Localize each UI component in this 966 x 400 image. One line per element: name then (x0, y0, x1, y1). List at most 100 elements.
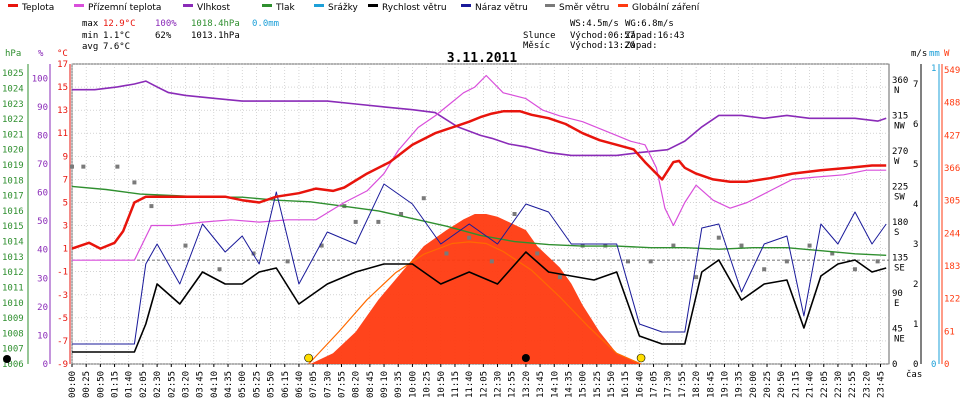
unit-pressure: hPa (5, 49, 21, 59)
direction-point-32 (830, 251, 835, 256)
direction-label-6: W (894, 157, 900, 167)
legend-swatch-7 (545, 4, 555, 7)
x-tick-48: 20:00 (749, 371, 759, 398)
unit-wind: m/s (911, 49, 927, 59)
pressure-tick-3: 1009 (2, 314, 24, 324)
wind-tick-6: 6 (913, 120, 918, 130)
x-tick-45: 18:45 (706, 371, 716, 398)
x-tick-32: 13:20 (522, 371, 532, 398)
direction-tick-1: 45 (892, 324, 903, 334)
x-tick-12: 05:00 (238, 371, 248, 398)
x-tick-50: 20:50 (777, 371, 787, 398)
legend-swatch-0 (8, 4, 18, 7)
x-tick-51: 21:15 (791, 371, 801, 398)
direction-point-8 (285, 259, 290, 264)
x-tick-40: 16:40 (635, 371, 645, 398)
moon-phase-marker (3, 355, 11, 363)
pressure-tick-0: 1006 (2, 360, 24, 370)
moon-rise: Východ:13:20 (570, 41, 635, 51)
temperature-tick-7: 5 (63, 198, 68, 208)
humidity-tick-3: 30 (37, 274, 48, 284)
pressure-tick-15: 1021 (2, 130, 24, 140)
moonrise-marker (521, 354, 530, 362)
temperature-tick-6: 3 (63, 222, 68, 232)
legend-swatch-5 (368, 4, 378, 7)
x-tick-18: 07:30 (323, 371, 333, 398)
humidity-tick-1: 10 (37, 331, 48, 341)
radiation-tick-8: 488 (944, 99, 960, 109)
direction-label-5: SW (894, 192, 905, 202)
direction-tick-7: 315 (892, 111, 908, 121)
stat-min-hum: 62% (155, 31, 172, 41)
sun-rise: Východ:06:57 (570, 31, 635, 41)
stat-max-hum: 100% (155, 19, 177, 29)
plot-area (3, 74, 887, 365)
direction-point-9 (319, 243, 324, 248)
x-tick-21: 08:45 (366, 371, 376, 398)
x-tick-8: 03:20 (181, 371, 191, 398)
direction-point-27 (716, 235, 721, 240)
sunrise-marker (304, 353, 313, 363)
pressure-tick-5: 1011 (2, 283, 24, 293)
direction-point-17 (489, 259, 494, 264)
stat-min-label: min (82, 31, 98, 41)
direction-point-14 (421, 196, 426, 201)
pressure-tick-14: 1020 (2, 146, 24, 156)
radiation-tick-2: 122 (944, 295, 960, 305)
stat-avg-temp: 7.6°C (103, 42, 130, 52)
x-tick-14: 05:50 (267, 371, 277, 398)
x-tick-27: 11:15 (451, 371, 461, 398)
x-tick-41: 17:05 (650, 371, 660, 398)
direction-point-2 (115, 164, 120, 169)
humidity-line (72, 80, 887, 157)
pressure-tick-17: 1023 (2, 100, 24, 110)
unit-rain: mm (929, 49, 940, 59)
grid (71, 63, 890, 365)
pressure-tick-13: 1019 (2, 161, 24, 171)
legend-swatch-8 (618, 4, 628, 7)
stat-max-rain: 0.0mm (252, 19, 279, 29)
rain-tick-0: 0 (931, 360, 936, 370)
unit-radiation: W (944, 49, 950, 59)
humidity-tick-9: 90 (37, 103, 48, 113)
direction-point-1 (81, 164, 86, 169)
radiation-tick-9: 549 (944, 66, 960, 76)
x-tick-47: 19:35 (735, 371, 745, 398)
moon-label: Měsíc (523, 41, 550, 51)
legend-label-7: Směr větru (559, 3, 609, 13)
x-tick-23: 09:35 (394, 371, 404, 398)
legend-swatch-3 (262, 4, 272, 7)
legend-swatch-4 (314, 4, 324, 7)
x-tick-3: 01:15 (111, 371, 121, 398)
unit-humidity: % (38, 49, 44, 59)
humidity-tick-4: 40 (37, 246, 48, 256)
x-tick-6: 02:30 (153, 371, 163, 398)
x-tick-1: 00:25 (82, 371, 92, 398)
stat-min-press: 1013.1hPa (191, 31, 240, 41)
x-tick-39: 16:15 (621, 371, 631, 398)
radiation-tick-5: 305 (944, 197, 960, 207)
x-tick-31: 12:55 (508, 371, 518, 398)
legend-label-3: Tlak (275, 3, 296, 13)
temperature-tick-1: -7 (57, 337, 68, 347)
direction-point-16 (467, 235, 472, 240)
feels-like-line (72, 74, 887, 261)
direction-point-13 (399, 212, 404, 216)
direction-point-15 (444, 251, 449, 256)
direction-point-0 (70, 164, 74, 169)
x-tick-9: 03:45 (196, 371, 206, 398)
x-tick-28: 11:40 (465, 371, 475, 398)
pressure-tick-4: 1010 (2, 299, 24, 309)
x-tick-52: 21:40 (806, 371, 816, 398)
temperature-tick-12: 15 (57, 83, 68, 93)
temperature-tick-2: -5 (57, 314, 68, 324)
wind-speed-info: WS:4.5m/s (570, 19, 619, 29)
x-axis-label: čas (906, 369, 922, 380)
x-tick-46: 19:10 (720, 371, 730, 398)
legend-label-8: Globální záření (632, 3, 700, 13)
direction-point-26 (694, 275, 699, 280)
pressure-tick-6: 1012 (2, 268, 24, 278)
humidity-tick-8: 80 (37, 131, 48, 141)
direction-point-31 (807, 243, 812, 248)
